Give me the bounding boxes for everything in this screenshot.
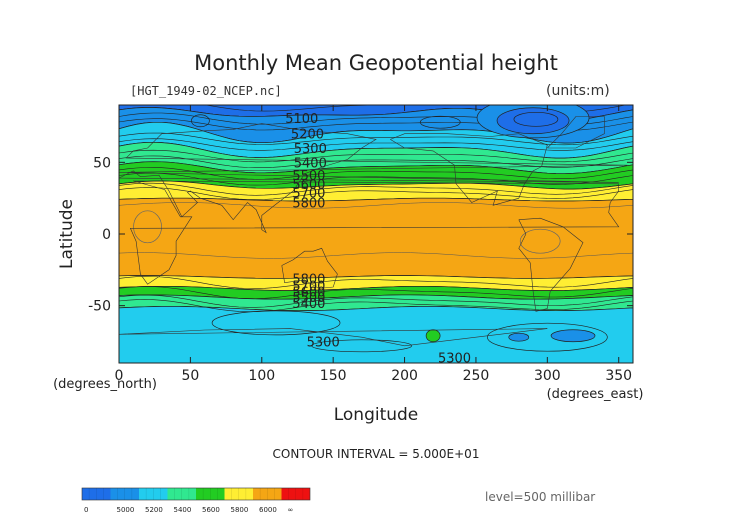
colorbar-segment (139, 488, 168, 500)
contour-label: 5500 (292, 291, 325, 306)
x-tick-label: 300 (534, 368, 561, 384)
contour-label: 5500 (292, 169, 325, 184)
colorbar-segment (82, 488, 111, 500)
contour-line (119, 149, 633, 163)
contour-line (119, 172, 633, 186)
colorbar: 0 5000 5200 5400 5600 5800 6000 ∞ (81, 487, 311, 514)
tropical-contour-line (119, 252, 633, 259)
southern-ring-pole (311, 339, 413, 353)
coastline-segment (518, 217, 584, 312)
colorbar-label: 5400 (174, 506, 192, 514)
coastline-segment (119, 123, 628, 234)
x-tick-label: 150 (320, 368, 347, 384)
y-unit-label: (degrees_north) (53, 377, 157, 392)
x-tick-label: 200 (391, 368, 418, 384)
contour-interval-text: CONTOUR INTERVAL = 5.000E+01 (273, 447, 480, 461)
southern-green-cell (425, 329, 441, 343)
y-axis-title: Latitude (57, 199, 77, 269)
contour-label: 5700 (292, 280, 325, 295)
x-tick-label: 250 (463, 368, 490, 384)
contour-line (119, 155, 633, 168)
south-america-cell (519, 228, 561, 254)
southern-ring-west (211, 310, 341, 336)
y-tick-label: 50 (93, 155, 111, 171)
colorbar-segment (167, 488, 196, 500)
contour-label: 5800 (292, 196, 325, 211)
tropical-contour-line (119, 202, 633, 209)
units-label: (units:m) (546, 83, 610, 99)
polar-low-inner (513, 111, 559, 127)
x-axis-ticks: 0 50 100 150 200 250 300 350 (115, 105, 632, 384)
colorbar-segment (253, 488, 282, 500)
contour-label: 5300 (307, 336, 340, 351)
colorbar-frame (81, 487, 311, 501)
x-tick-label: 0 (115, 368, 124, 384)
x-tick-label: 50 (181, 368, 199, 384)
coastline-outline (119, 116, 628, 347)
colorbar-label: 6000 (259, 506, 277, 514)
colorbar-label: 0 (84, 506, 88, 514)
coastline-segment (547, 116, 605, 149)
contour-label: 5700 (292, 186, 325, 201)
x-axis-title: Longitude (334, 405, 419, 425)
colorbar-label: ∞ (288, 506, 294, 514)
contour-label: 5300 (294, 142, 327, 157)
y-tick-label: -50 (88, 299, 111, 315)
x-tick-label: 350 (605, 368, 632, 384)
colorbar-label: 5200 (145, 506, 163, 514)
contour-labels: 5100520053005400550056005700580058005700… (285, 112, 471, 366)
colorbar-segment (281, 488, 310, 500)
colorbar-label: 5600 (202, 506, 220, 514)
contour-label: 5600 (292, 285, 325, 300)
southern-low-east (550, 329, 596, 343)
x-tick-label: 100 (248, 368, 275, 384)
level-text: level=500 millibar (485, 490, 595, 504)
colorbar-segment (110, 488, 139, 500)
contour-line (119, 138, 633, 151)
contour-label: 5800 (292, 272, 325, 287)
colorbar-segment (196, 488, 225, 500)
contour-label: 5300 (438, 351, 471, 366)
contour-label: 5400 (292, 297, 325, 312)
contour-label: 5100 (285, 112, 318, 127)
southern-low-west (508, 332, 530, 342)
colorbar-label: 5000 (117, 506, 135, 514)
contour-plot-area (119, 105, 633, 363)
contour-label: 5600 (292, 178, 325, 193)
band-5800-6000-tropics (119, 197, 633, 279)
contour-line (119, 276, 633, 289)
colorbar-segment (224, 488, 253, 500)
africa-high-cell (133, 210, 162, 244)
contour-line (119, 167, 633, 180)
contour-label: 5400 (294, 156, 327, 171)
contour-line (119, 299, 633, 312)
y-tick-label: 0 (102, 227, 111, 243)
southern-low-ring (486, 322, 608, 352)
x-unit-label: (degrees_east) (547, 387, 644, 402)
coastline-segment (129, 180, 620, 285)
coastline-segment (119, 328, 548, 347)
contour-line (119, 294, 633, 308)
contour-line (119, 187, 633, 200)
chart-title: Monthly Mean Geopotential height (194, 51, 558, 75)
file-label: [HGT_1949-02_NCEP.nc] (130, 84, 282, 98)
band-5200-5400-south (119, 306, 633, 363)
y-axis-ticks: -50 0 50 (88, 155, 633, 315)
colorbar-label: 5800 (231, 506, 249, 514)
contour-line (119, 132, 633, 146)
pacific-closed-contour (419, 115, 461, 129)
contour-label: 5200 (291, 128, 324, 143)
coastline-segment (390, 133, 548, 206)
coastline-segment (281, 247, 338, 289)
contour-line (119, 182, 633, 196)
contour-line (119, 286, 633, 299)
closed-contour-cells (133, 105, 608, 353)
small-low-cell (191, 114, 210, 128)
